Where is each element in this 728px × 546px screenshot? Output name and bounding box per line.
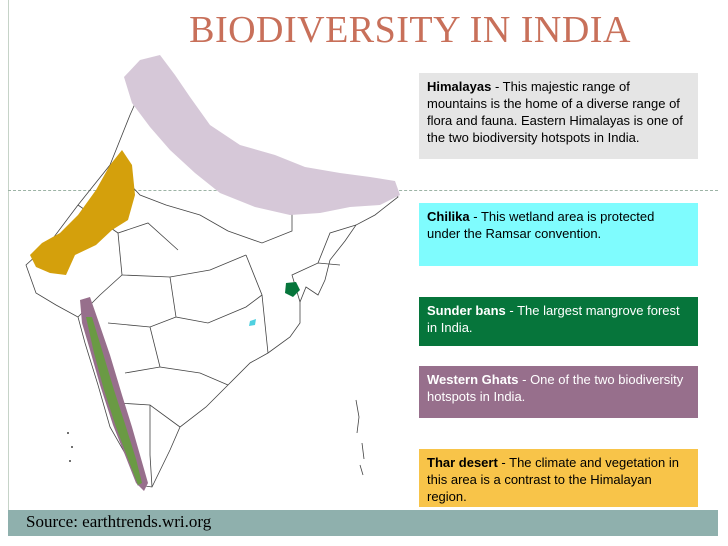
- lakshadweep-islands: [67, 432, 73, 462]
- western-ghats-inner: [86, 317, 142, 485]
- chilika-name: Chilika: [427, 209, 470, 224]
- sunderbans-region: [285, 282, 300, 297]
- page-title: BIODIVERSITY IN INDIA: [189, 9, 631, 51]
- sunderbans-info-box: Sunder bans - The largest mangrove fores…: [419, 297, 698, 346]
- thar-desert-region: [30, 150, 135, 275]
- himalayas-text: - This majestic range of mountains is th…: [427, 79, 683, 145]
- andaman-islands: [355, 399, 365, 476]
- thar-text: - The climate and vegetation in this are…: [427, 455, 679, 504]
- chilika-info-box: Chilika - This wetland area is protected…: [419, 203, 698, 266]
- himalayas-region: [124, 55, 400, 215]
- chilika-text: - This wetland area is protected under t…: [427, 209, 655, 241]
- thar-info-box: Thar desert - The climate and vegetation…: [419, 449, 698, 507]
- himalayas-info-box: Himalayas - This majestic range of mount…: [419, 73, 698, 159]
- chilika-region: [249, 319, 256, 326]
- sunderbans-text: - The largest mangrove forest in India.: [427, 303, 680, 335]
- sunderbans-name: Sunder bans: [427, 303, 506, 318]
- source-footer: Source: earthtrends.wri.org: [8, 510, 718, 536]
- western-ghats-info-box: Western Ghats - One of the two biodivers…: [419, 366, 698, 418]
- left-border-rule: [8, 0, 9, 510]
- western-ghats-name: Western Ghats: [427, 372, 519, 387]
- thar-name: Thar desert: [427, 455, 498, 470]
- himalayas-name: Himalayas: [427, 79, 492, 94]
- india-map: [25, 55, 400, 491]
- western-ghats-text: - One of the two biodiversity hotspots i…: [427, 372, 684, 404]
